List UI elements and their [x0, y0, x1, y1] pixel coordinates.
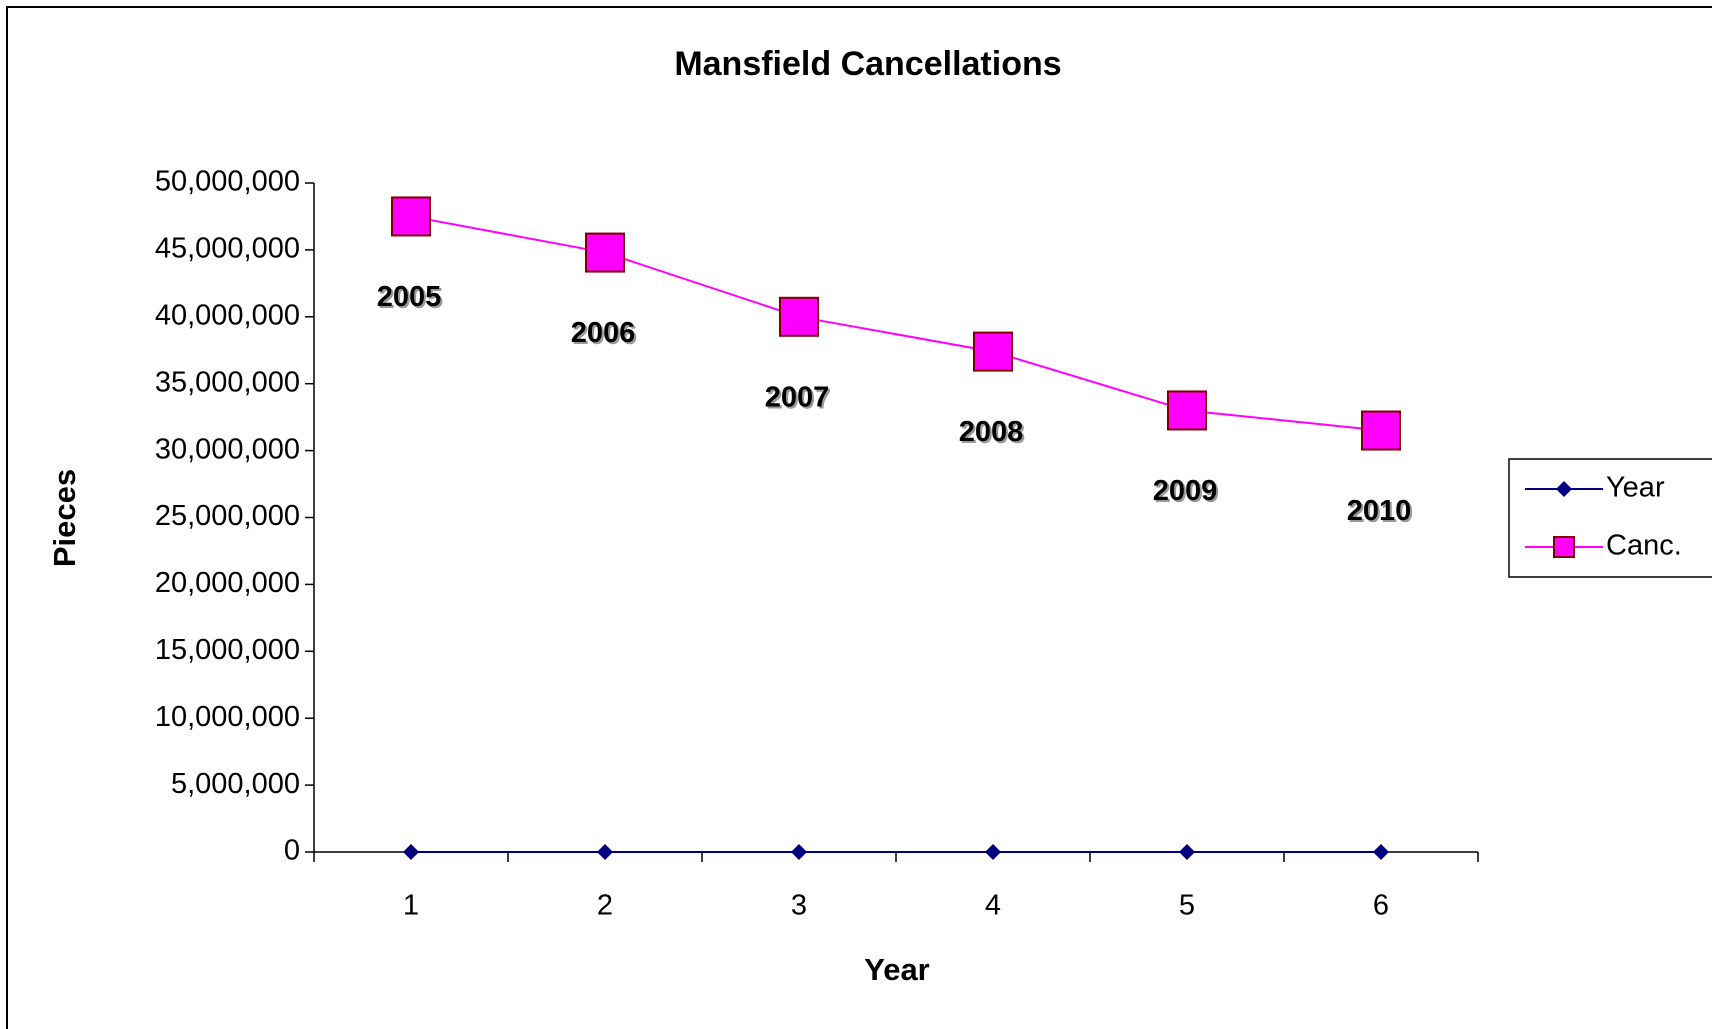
- marker: [403, 843, 419, 860]
- x-axis-title: Year: [864, 952, 930, 987]
- marker: [391, 196, 431, 237]
- x-tick-label: 4: [985, 890, 1001, 922]
- data-label-shadow: 2009: [1155, 477, 1220, 509]
- y-axis-title: Pieces: [47, 469, 82, 567]
- marker: [1373, 843, 1389, 860]
- data-label: 2006: [571, 317, 636, 349]
- legend-label: Year: [1606, 472, 1665, 504]
- marker: [779, 296, 819, 337]
- y-tick-label: 30,000,000: [155, 433, 300, 465]
- data-label-shadow: 2008: [961, 418, 1026, 450]
- data-label: 2005: [377, 281, 442, 313]
- data-label-shadow: 2005: [379, 283, 444, 315]
- legend-marker: [1556, 481, 1572, 497]
- y-tick-label: 5,000,000: [171, 768, 300, 800]
- data-label: 2007: [765, 381, 830, 413]
- marker: [985, 843, 1001, 860]
- y-tick-label: 40,000,000: [155, 299, 300, 331]
- data-label: 2010: [1347, 495, 1412, 527]
- y-tick-label: 15,000,000: [155, 634, 300, 666]
- y-tick-label: 35,000,000: [155, 366, 300, 398]
- data-label-shadow: 2006: [573, 319, 638, 351]
- x-tick-label: 3: [791, 890, 807, 922]
- data-label: 2008: [959, 416, 1024, 448]
- marker: [585, 232, 625, 273]
- y-tick-label: 10,000,000: [155, 701, 300, 733]
- y-tick-label: 45,000,000: [155, 233, 300, 265]
- marker: [973, 331, 1013, 372]
- marker: [1361, 410, 1401, 451]
- series-line: [410, 215, 1382, 432]
- data-label-shadow: 2007: [767, 383, 832, 415]
- data-label-shadow: 2010: [1349, 497, 1414, 529]
- marker: [1167, 390, 1207, 431]
- marker: [1179, 843, 1195, 860]
- x-tick-label: 6: [1373, 890, 1389, 922]
- chart-title: Mansfield Cancellations: [674, 45, 1061, 83]
- legend-box: [1508, 458, 1712, 578]
- y-tick-label: 20,000,000: [155, 567, 300, 599]
- x-tick-label: 1: [403, 890, 419, 922]
- y-tick-label: 25,000,000: [155, 500, 300, 532]
- x-tick-label: 2: [597, 890, 613, 922]
- legend-marker: [1553, 536, 1575, 558]
- marker: [597, 843, 613, 860]
- chart-border: [6, 6, 1712, 1029]
- legend-label: Canc.: [1606, 530, 1682, 562]
- y-tick-label: 50,000,000: [155, 166, 300, 198]
- y-tick-label: 0: [284, 835, 300, 867]
- marker: [791, 843, 807, 860]
- data-label: 2009: [1153, 475, 1218, 507]
- x-tick-label: 5: [1179, 890, 1195, 922]
